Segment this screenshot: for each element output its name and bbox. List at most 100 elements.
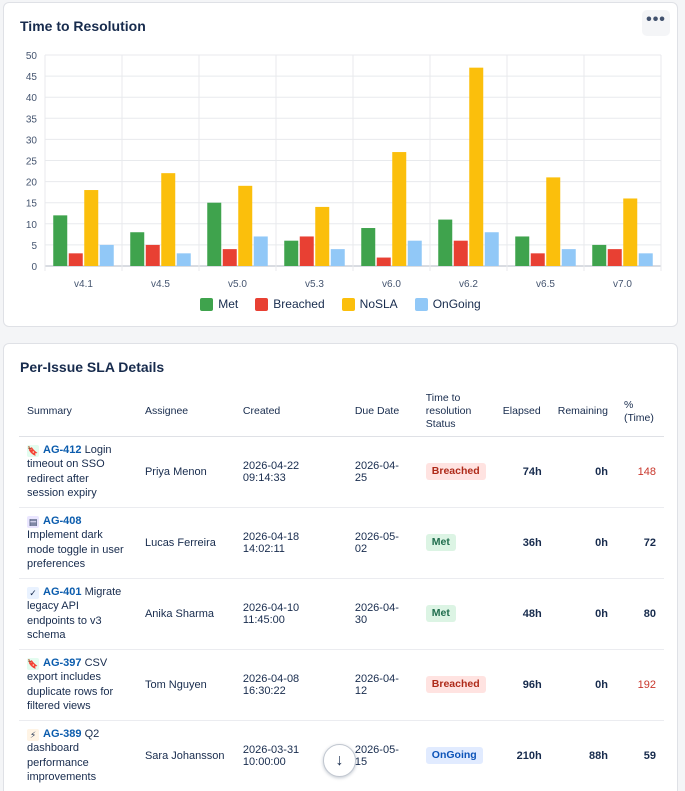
table-row[interactable]: ▤ AG-408 Implement dark mode toggle in us…	[19, 507, 664, 579]
legend-item-breached[interactable]: Breached	[255, 297, 325, 311]
x-tick-label: v7.0	[613, 279, 632, 290]
bar-met	[361, 228, 376, 266]
bar-met	[592, 244, 607, 266]
legend-swatch	[414, 297, 428, 311]
header-assignee[interactable]: Assignee	[136, 388, 235, 437]
created-cell: 2026-04-18 14:02:11	[234, 507, 347, 579]
time-to-resolution-card: Time to Resolution ••• 0 5 10 15 20 25 30 35 40 4…	[3, 2, 678, 327]
pct-time-cell: 59	[615, 720, 664, 791]
y-tick-label: 10	[26, 220, 38, 231]
x-tick-label: v5.3	[305, 279, 324, 290]
header-summary[interactable]: Summary	[19, 388, 137, 437]
x-tick-label: v6.2	[459, 279, 478, 290]
remaining-cell: 0h	[549, 507, 616, 579]
issue-key-link[interactable]: AG-401	[43, 586, 82, 599]
per-issue-sla-card: Per-Issue SLA Details Summary Assignee C…	[3, 343, 678, 791]
bar-breached	[376, 257, 391, 266]
bar-nosla	[161, 173, 176, 266]
y-tick-label: 15	[26, 199, 38, 210]
status-cell: Met	[417, 507, 495, 579]
legend-swatch	[200, 297, 214, 311]
elapsed-cell: 48h	[494, 578, 550, 650]
elapsed-cell: 36h	[494, 507, 550, 579]
table-row[interactable]: 🔖 AG-412 Login timeout on SSO redirect af…	[19, 436, 664, 508]
due-date-cell: 2026-04-12	[346, 649, 418, 721]
y-tick-label: 35	[26, 114, 38, 125]
header-remaining[interactable]: Remaining	[549, 388, 616, 437]
pct-time-cell: 148	[615, 436, 664, 508]
bar-nosla	[546, 177, 561, 266]
issue-key-link[interactable]: AG-389	[43, 728, 82, 741]
bar-nosla	[315, 206, 330, 266]
created-cell: 2026-04-08 16:30:22	[234, 649, 347, 721]
table-row[interactable]: 🔖 AG-397 CSV export includes duplicate ro…	[19, 649, 664, 721]
pct-time-cell: 72	[615, 507, 664, 579]
summary-cell: 🔖 AG-412 Login timeout on SSO redirect af…	[19, 436, 137, 508]
issue-key-link[interactable]: AG-412	[43, 444, 82, 457]
legend-label: NoSLA	[359, 297, 398, 311]
bar-nosla	[238, 185, 253, 266]
bar-ongoing	[407, 240, 422, 266]
x-tick-label: v4.5	[151, 279, 170, 290]
remaining-cell: 88h	[549, 720, 616, 791]
header-due-date[interactable]: Due Date	[346, 388, 418, 437]
issue-summary: Migrate legacy API endpoints to v3 schem…	[27, 586, 122, 641]
legend-item-ongoing[interactable]: OnGoing	[414, 297, 481, 311]
chart-title: Time to Resolution	[20, 18, 146, 34]
bar-breached	[453, 240, 468, 266]
header-elapsed[interactable]: Elapsed	[494, 388, 550, 437]
x-tick-label: v5.0	[228, 279, 247, 290]
bar-ongoing	[99, 244, 114, 266]
lightning-icon: ⚡	[27, 729, 39, 742]
issue-key-link[interactable]: AG-397	[43, 657, 82, 670]
time-to-resolution-chart: 0 5 10 15 20 25 30 35 40 45 50 v4.1 v4.5 v5.0 v5.3 v6.0…	[26, 51, 662, 290]
remaining-cell: 0h	[549, 436, 616, 508]
issue-summary: Login timeout on SSO redirect after sess…	[27, 444, 112, 499]
elapsed-cell: 96h	[494, 649, 550, 721]
elapsed-cell: 74h	[494, 436, 550, 508]
status-cell: Breached	[417, 649, 495, 721]
status-badge: OnGoing	[425, 747, 483, 764]
created-cell: 2026-04-10 11:45:00	[234, 578, 347, 650]
x-tick-label: v6.0	[382, 279, 401, 290]
bar-ongoing	[253, 236, 268, 266]
legend-swatch	[255, 297, 269, 311]
legend-item-nosla[interactable]: NoSLA	[341, 297, 398, 311]
status-cell: Breached	[417, 436, 495, 508]
remaining-cell: 0h	[549, 578, 616, 650]
pct-time-cell: 192	[615, 649, 664, 721]
legend-label: Met	[218, 297, 239, 311]
legend-label: Breached	[273, 297, 325, 311]
sla-details-table: Summary Assignee Created Due Date Time t…	[19, 388, 664, 791]
y-tick-label: 30	[26, 135, 38, 146]
bar-met	[438, 219, 453, 266]
x-tick-label: v4.1	[74, 279, 93, 290]
table-row[interactable]: ✓ AG-401 Migrate legacy API endpoints to …	[19, 578, 664, 650]
due-date-cell: 2026-04-30	[346, 578, 418, 650]
summary-cell: 🔖 AG-397 CSV export includes duplicate ro…	[19, 649, 137, 721]
bar-met	[53, 215, 68, 266]
header-pct-time[interactable]: % (Time)	[615, 388, 664, 437]
header-status-line2: resolution	[425, 405, 472, 418]
story-icon: 🔖	[27, 658, 39, 671]
y-tick-label: 20	[26, 178, 38, 189]
legend-item-met[interactable]: Met	[200, 297, 238, 311]
y-tick-label: 0	[31, 262, 37, 273]
scroll-down-button[interactable]: ↓	[323, 744, 356, 777]
status-cell: Met	[417, 578, 495, 650]
header-pct-line1: %	[623, 398, 634, 411]
table-title: Per-Issue SLA Details	[20, 359, 165, 375]
pct-time-cell: 80	[615, 578, 664, 650]
summary-cell: ✓ AG-401 Migrate legacy API endpoints to …	[19, 578, 137, 650]
bar-breached	[530, 253, 545, 266]
x-tick-label: v6.5	[536, 279, 555, 290]
remaining-cell: 0h	[549, 649, 616, 721]
issue-key-link[interactable]: AG-408	[43, 515, 82, 528]
header-created[interactable]: Created	[234, 388, 347, 437]
bar-nosla	[392, 152, 407, 266]
y-tick-label: 25	[26, 157, 38, 168]
bar-nosla	[469, 67, 484, 266]
header-status[interactable]: Time to resolution Status	[417, 388, 495, 437]
issue-summary: Implement dark mode toggle in user prefe…	[27, 529, 124, 570]
more-options-button[interactable]: •••	[642, 10, 670, 36]
